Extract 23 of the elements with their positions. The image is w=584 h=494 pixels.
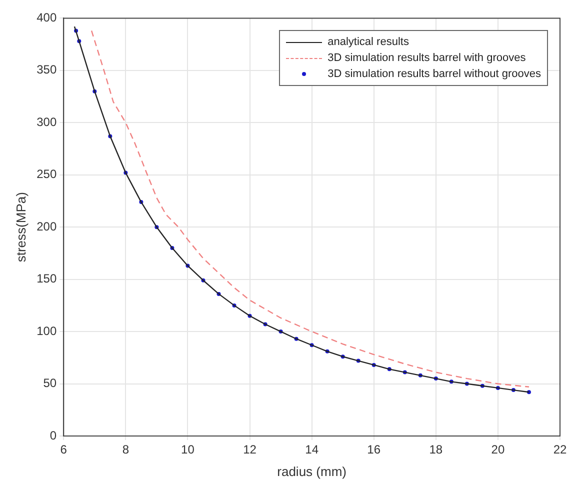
x-tick-label: 22: [553, 442, 567, 457]
x-tick-label: 14: [305, 442, 319, 457]
y-tick-label: 50: [43, 376, 57, 390]
x-axis-title: radius (mm): [277, 464, 346, 479]
legend-label: analytical results: [328, 35, 409, 50]
y-tick-label: 300: [36, 114, 57, 129]
y-axis-title: stress(MPa): [13, 192, 28, 262]
x-tick-label: 16: [367, 442, 381, 457]
x-tick-label: 10: [181, 442, 195, 457]
y-tick-label: 150: [36, 272, 57, 286]
y-tick-label: 250: [36, 167, 57, 182]
y-tick-label: 400: [36, 10, 57, 25]
legend-label: 3D simulation results barrel without grooves: [328, 67, 541, 82]
y-tick-label: 200: [36, 219, 57, 234]
y-tick-label: 350: [36, 62, 57, 77]
x-tick-label: 8: [122, 442, 130, 457]
y-tick-label: 100: [36, 324, 57, 338]
y-tick-label: 0: [50, 428, 57, 442]
x-tick-label: 20: [491, 442, 505, 457]
x-tick-label: 6: [60, 442, 68, 457]
x-tick-label: 18: [429, 442, 443, 457]
legend-label: 3D simulation results barrel with grooves: [328, 51, 526, 66]
x-tick-label: 12: [243, 442, 257, 457]
